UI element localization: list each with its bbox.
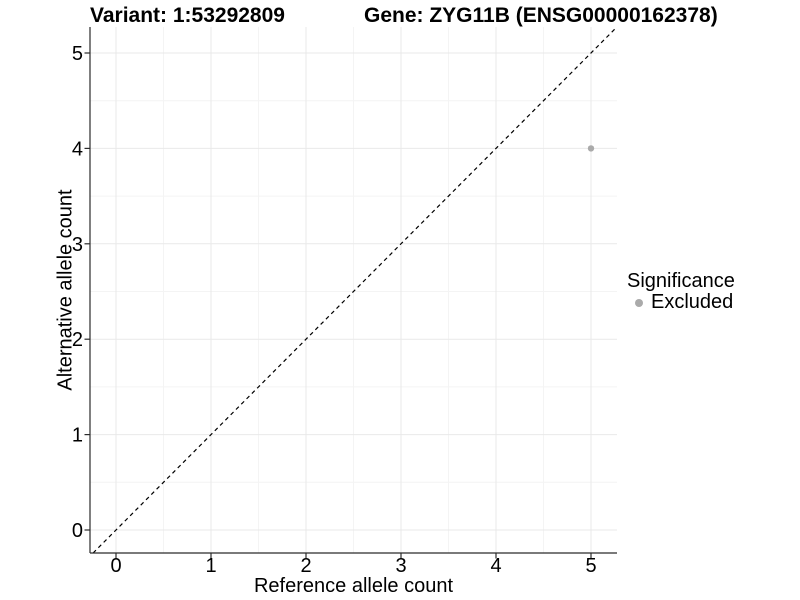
x-tick-label: 2 bbox=[300, 555, 311, 577]
legend-point-icon bbox=[635, 298, 643, 307]
y-tick-label: 1 bbox=[72, 425, 83, 447]
x-tick-label: 0 bbox=[110, 555, 121, 577]
x-tick-label: 4 bbox=[490, 555, 501, 577]
y-tick-label: 5 bbox=[72, 43, 83, 65]
variant-title: Variant: 1:53292809 bbox=[90, 4, 285, 27]
gene-title: Gene: ZYG11B (ENSG00000162378) bbox=[364, 4, 718, 27]
legend-item-label: Excluded bbox=[651, 291, 734, 313]
y-tick-label: 0 bbox=[72, 520, 83, 542]
legend-item-excluded: Excluded bbox=[627, 292, 735, 313]
legend-title: Significance bbox=[627, 270, 735, 292]
x-tick-label: 1 bbox=[205, 555, 216, 577]
identity-dashed-line bbox=[92, 26, 618, 554]
y-tick-label: 3 bbox=[72, 234, 83, 256]
data-point bbox=[587, 145, 595, 152]
y-tick-label: 4 bbox=[72, 138, 83, 160]
legend-key bbox=[627, 292, 651, 313]
x-axis-title: Reference allele count bbox=[253, 575, 453, 597]
y-tick-label: 2 bbox=[72, 329, 83, 351]
legend: Significance Excluded bbox=[627, 271, 735, 313]
x-tick-label: 3 bbox=[395, 555, 406, 577]
x-tick-label: 5 bbox=[585, 555, 596, 577]
